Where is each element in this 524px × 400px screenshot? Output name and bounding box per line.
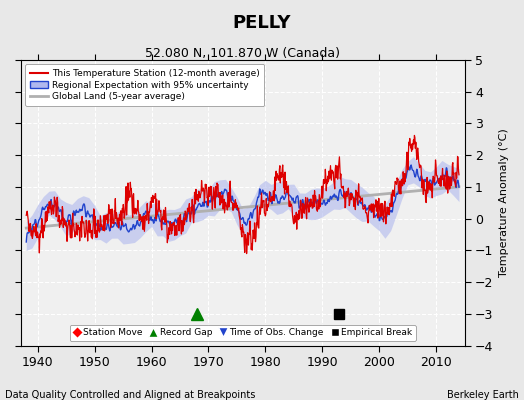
Y-axis label: Temperature Anomaly (°C): Temperature Anomaly (°C) <box>499 128 509 277</box>
Title: 52.080 N, 101.870 W (Canada): 52.080 N, 101.870 W (Canada) <box>145 47 340 60</box>
Text: Berkeley Earth: Berkeley Earth <box>447 390 519 400</box>
Text: PELLY: PELLY <box>233 14 291 32</box>
Text: Data Quality Controlled and Aligned at Breakpoints: Data Quality Controlled and Aligned at B… <box>5 390 256 400</box>
Legend: Station Move, Record Gap, Time of Obs. Change, Empirical Break: Station Move, Record Gap, Time of Obs. C… <box>70 325 416 341</box>
